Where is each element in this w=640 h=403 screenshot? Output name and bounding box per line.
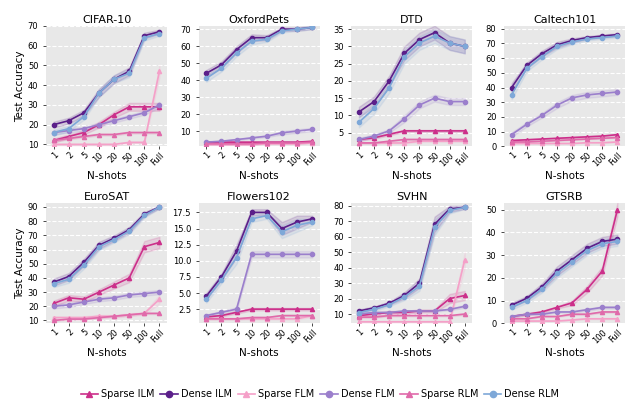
Title: EuroSAT: EuroSAT [83,192,129,202]
Title: GTSRB: GTSRB [546,192,583,202]
X-axis label: N-shots: N-shots [86,348,126,358]
Legend: Sparse ILM, Dense ILM, Sparse FLM, Dense FLM, Sparse RLM, Dense RLM: Sparse ILM, Dense ILM, Sparse FLM, Dense… [77,386,563,402]
Y-axis label: Test Accuracy: Test Accuracy [15,227,25,299]
X-axis label: N-shots: N-shots [545,171,584,181]
Title: OxfordPets: OxfordPets [228,15,290,25]
Title: DTD: DTD [400,15,424,25]
Title: Flowers102: Flowers102 [227,192,291,202]
X-axis label: N-shots: N-shots [86,171,126,181]
Title: CIFAR-10: CIFAR-10 [82,15,131,25]
Title: SVHN: SVHN [396,192,428,202]
Y-axis label: Test Accuracy: Test Accuracy [15,50,25,122]
X-axis label: N-shots: N-shots [239,348,279,358]
X-axis label: N-shots: N-shots [545,348,584,358]
Title: Caltech101: Caltech101 [533,15,596,25]
X-axis label: N-shots: N-shots [392,348,431,358]
X-axis label: N-shots: N-shots [239,171,279,181]
X-axis label: N-shots: N-shots [392,171,431,181]
